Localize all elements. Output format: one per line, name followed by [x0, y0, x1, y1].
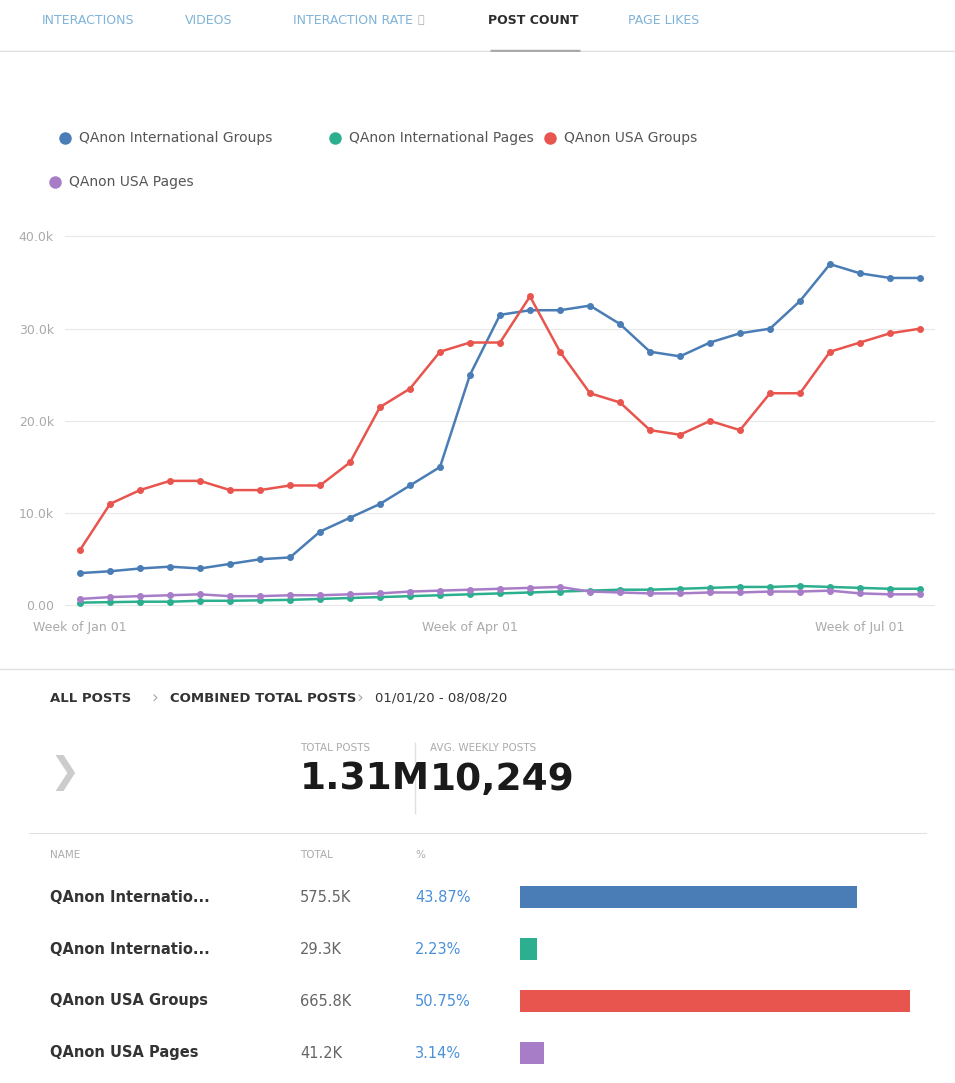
Text: QAnon Internatio...: QAnon Internatio... [50, 941, 210, 956]
Text: 41.2K: 41.2K [300, 1045, 342, 1060]
Text: QAnon International Pages: QAnon International Pages [349, 131, 534, 145]
Text: PAGE LIKES: PAGE LIKES [628, 13, 700, 26]
Text: 575.5K: 575.5K [300, 889, 351, 904]
Text: 43.87%: 43.87% [415, 889, 471, 904]
Text: INTERACTION RATE: INTERACTION RATE [293, 13, 413, 26]
Text: QAnon Internatio...: QAnon Internatio... [50, 889, 210, 904]
Text: QAnon USA Groups: QAnon USA Groups [564, 131, 697, 145]
Text: QAnon International Groups: QAnon International Groups [79, 131, 272, 145]
Text: QAnon USA Groups: QAnon USA Groups [50, 993, 208, 1008]
Text: ⓘ: ⓘ [417, 15, 424, 25]
Bar [520, 990, 910, 1012]
Text: %: % [415, 850, 425, 860]
Text: ›: › [152, 689, 159, 707]
Text: 50.75%: 50.75% [415, 993, 471, 1008]
Text: QAnon USA Pages: QAnon USA Pages [69, 175, 194, 190]
Text: 10,249: 10,249 [430, 762, 575, 798]
Bar [520, 1042, 544, 1064]
Text: NAME: NAME [50, 850, 80, 860]
Text: 2.23%: 2.23% [415, 941, 461, 956]
Text: QAnon USA Pages: QAnon USA Pages [50, 1045, 199, 1060]
Text: ›: › [356, 689, 363, 707]
Text: 01/01/20 - 08/08/20: 01/01/20 - 08/08/20 [375, 692, 507, 705]
Text: 665.8K: 665.8K [300, 993, 351, 1008]
Text: TOTAL POSTS: TOTAL POSTS [300, 743, 371, 753]
Text: 29.3K: 29.3K [300, 941, 342, 956]
Text: ALL POSTS: ALL POSTS [50, 692, 131, 705]
Text: 3.14%: 3.14% [415, 1045, 461, 1060]
Text: TOTAL: TOTAL [300, 850, 333, 860]
Text: POST COUNT: POST COUNT [488, 13, 578, 26]
Text: VIDEOS: VIDEOS [185, 13, 233, 26]
Bar [520, 886, 857, 908]
Text: 1.31M: 1.31M [300, 762, 430, 798]
Text: ❯: ❯ [50, 755, 80, 791]
Bar [520, 938, 537, 960]
Text: AVG. WEEKLY POSTS: AVG. WEEKLY POSTS [430, 743, 537, 753]
Text: COMBINED TOTAL POSTS: COMBINED TOTAL POSTS [170, 692, 356, 705]
Text: INTERACTIONS: INTERACTIONS [42, 13, 135, 26]
